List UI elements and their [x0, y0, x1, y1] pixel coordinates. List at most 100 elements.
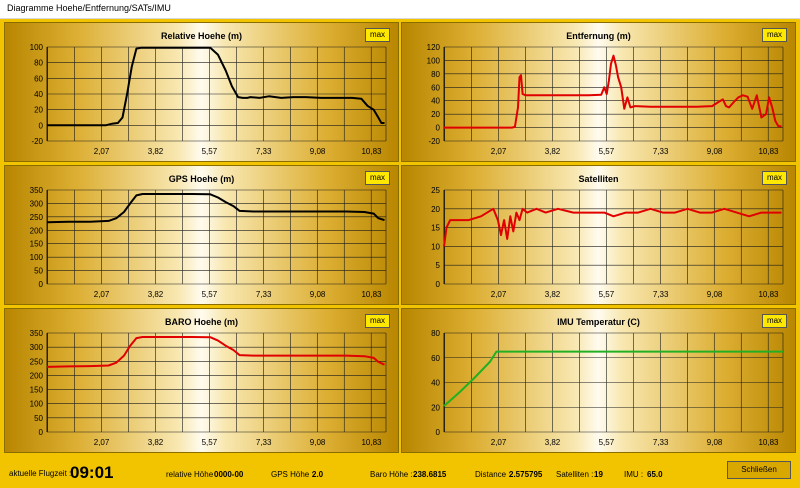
chart-panel-entfernung: Entfernung (m) max -20 0 20 40 60 80 100 120 2,0…	[401, 22, 796, 162]
y-tick-label: 250	[30, 357, 44, 366]
y-tick-label: 0	[39, 121, 44, 130]
y-tick-label: 350	[30, 186, 44, 195]
grid	[443, 189, 784, 285]
imu-value: 65.0	[647, 470, 663, 479]
y-tick-label: 50	[34, 414, 43, 423]
max-button[interactable]: max	[762, 314, 787, 328]
x-tick-label: 3,82	[545, 147, 561, 156]
gps-hoehe-value: 2.0	[312, 470, 324, 479]
satelliten-label: Satelliten :	[556, 470, 594, 479]
x-tick-label: 2,07	[491, 290, 507, 299]
x-tick-label: 7,33	[256, 290, 272, 299]
max-button[interactable]: max	[762, 171, 787, 185]
y-tick-label: 60	[431, 354, 440, 363]
max-button[interactable]: max	[365, 314, 390, 328]
x-tick-label: 3,82	[545, 290, 561, 299]
y-tick-label: 5	[436, 261, 441, 270]
y-tick-label: 80	[431, 70, 440, 79]
chart-title: GPS Hoehe (m)	[168, 174, 235, 184]
x-tick-label: 10,83	[361, 147, 382, 156]
distance-value: 2.575795	[509, 470, 543, 479]
y-tick-label: 0	[436, 428, 441, 437]
y-tick-label: -20	[428, 137, 440, 146]
x-tick-label: 10,83	[361, 438, 382, 447]
x-tick-label: 7,33	[256, 438, 272, 447]
distance-label: Distance :	[475, 470, 511, 479]
x-tick-label: 7,33	[653, 438, 669, 447]
x-tick-label: 9,08	[310, 290, 326, 299]
y-tick-label: 10	[431, 242, 440, 251]
chart-svg: 0 5 10 15 20 25 2,07 3,82 5,57 7,33 9,08 10,83	[431, 186, 784, 299]
x-tick-label: 9,08	[707, 438, 723, 447]
series-line	[444, 54, 782, 129]
chart-svg: 0 20 40 60 80 2,07 3,82 5,57 7,33 9,08 10,83	[431, 329, 784, 447]
x-tick-label: 7,33	[653, 147, 669, 156]
y-tick-label: 250	[30, 213, 44, 222]
max-button[interactable]: max	[365, 28, 390, 42]
y-tick-label: 100	[30, 43, 44, 52]
y-tick-label: 50	[34, 267, 43, 276]
y-tick-label: 150	[30, 386, 44, 395]
x-tick-label: 9,08	[310, 438, 326, 447]
flugzeit-value: 09:01	[70, 463, 114, 482]
x-tick-label: 9,08	[707, 147, 723, 156]
y-tick-label: 100	[427, 56, 441, 65]
y-tick-label: 15	[431, 224, 440, 233]
y-tick-label: 20	[431, 205, 440, 214]
baro-hoehe-value: 238.6815	[413, 470, 447, 479]
series-line	[46, 193, 385, 224]
x-tick-label: 5,57	[599, 290, 615, 299]
grid	[443, 332, 784, 433]
y-tick-label: 300	[30, 199, 44, 208]
x-tick-label: 7,33	[256, 147, 272, 156]
x-tick-label: 3,82	[148, 290, 164, 299]
gps-hoehe-label: GPS Höhe :	[271, 470, 314, 479]
chart-panel-gps-hoehe: GPS Hoehe (m) max 0 50 100 150 200 250 300 350 2…	[4, 165, 399, 305]
y-tick-label: 100	[30, 253, 44, 262]
grid	[46, 46, 387, 142]
y-tick-label: 0	[436, 124, 441, 133]
y-tick-label: 20	[431, 403, 440, 412]
status-bar: aktuelle Flugzeit : relative Höhe 0000-0…	[0, 456, 800, 488]
satelliten-value: 19	[594, 470, 603, 479]
chart-panel-imu-temperatur: IMU Temperatur (C) max 0 20 40 60 80 2,07 3,82…	[401, 308, 796, 453]
x-tick-label: 10,83	[758, 290, 779, 299]
y-tick-label: -20	[31, 137, 43, 146]
x-tick-label: 3,82	[545, 438, 561, 447]
x-tick-label: 2,07	[491, 147, 507, 156]
x-tick-label: 7,33	[653, 290, 669, 299]
y-tick-label: 20	[34, 106, 43, 115]
chart-panel-relative-hoehe: Relative Hoehe (m) max -20 0 20 40 60 80 100 2,…	[4, 22, 399, 162]
x-tick-label: 2,07	[94, 438, 110, 447]
chart-title: IMU Temperatur (C)	[557, 317, 640, 327]
y-tick-label: 200	[30, 226, 44, 235]
y-tick-label: 0	[39, 428, 44, 437]
x-tick-label: 2,07	[94, 147, 110, 156]
y-tick-label: 60	[431, 83, 440, 92]
chart-title: BARO Hoehe (m)	[164, 317, 238, 327]
y-tick-label: 100	[30, 400, 44, 409]
y-tick-label: 40	[431, 379, 440, 388]
rel-hoehe-value: 0000-00	[214, 470, 244, 479]
baro-hoehe-label: Baro Höhe :	[370, 470, 413, 479]
window-title: Diagramme Hoehe/Entfernung/SATs/IMU	[7, 3, 171, 13]
x-tick-label: 10,83	[758, 147, 779, 156]
chart-title: Satelliten	[578, 174, 619, 184]
rel-hoehe-label: relative Höhe	[166, 470, 214, 479]
y-tick-label: 120	[427, 43, 441, 52]
y-tick-label: 0	[436, 280, 441, 289]
imu-label: IMU :	[624, 470, 644, 479]
y-tick-label: 40	[431, 97, 440, 106]
series-line	[443, 207, 782, 247]
close-button[interactable]: Schließen	[727, 461, 791, 479]
y-tick-label: 200	[30, 371, 44, 380]
series-line	[46, 336, 385, 368]
chart-panel-baro-hoehe: BARO Hoehe (m) max 0 50 100 150 200 250 300 350…	[4, 308, 399, 453]
grid	[443, 46, 784, 142]
chart-title: Entfernung (m)	[566, 31, 631, 41]
chart-svg: -20 0 20 40 60 80 100 2,07 3,82 5,57 7,33 9,08 10,83	[30, 43, 387, 156]
max-button[interactable]: max	[762, 28, 787, 42]
max-button[interactable]: max	[365, 171, 390, 185]
y-tick-label: 80	[431, 329, 440, 338]
series-line	[443, 350, 783, 407]
